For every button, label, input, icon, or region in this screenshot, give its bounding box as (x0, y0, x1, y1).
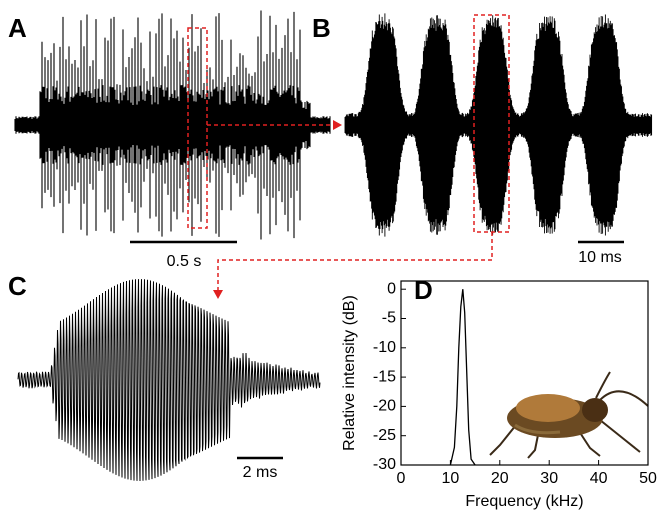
scale-label: 2 ms (243, 464, 278, 481)
waveform (344, 13, 653, 237)
y-tick-label: -10 (373, 339, 396, 356)
y-tick-label: 0 (387, 280, 396, 297)
plot-frame (400, 280, 649, 466)
x-tick-label: 10 (442, 470, 460, 487)
panel-label: B (312, 13, 331, 43)
spectrum-line (449, 289, 476, 466)
panel-label: D (414, 275, 433, 305)
y-tick-label: -20 (373, 398, 396, 415)
x-tick-label: 30 (540, 470, 558, 487)
y-tick-label: -30 (373, 456, 396, 473)
panel-label: C (8, 271, 27, 301)
x-tick-label: 20 (491, 470, 509, 487)
x-tick-label: 0 (397, 470, 406, 487)
x-tick-label: 40 (590, 470, 608, 487)
arrow (217, 232, 493, 290)
y-tick-label: -5 (382, 310, 396, 327)
selection-box (187, 27, 208, 229)
arrow-head (333, 120, 342, 130)
spectrum-chart: 0 10 20 30 40 50 0 -5 -10 -15 -20 -25 -30 Frequency (… (341, 280, 657, 510)
y-tick-label: -15 (373, 368, 396, 385)
y-tick-label: -25 (373, 427, 396, 444)
y-axis-label: Relative intensity (dB) (341, 295, 358, 451)
x-axis-label: Frequency (kHz) (465, 493, 583, 510)
cricket-image (489, 371, 649, 459)
panel-label: A (8, 13, 27, 43)
scale-label: 10 ms (578, 249, 622, 266)
arrow-head (213, 290, 223, 299)
scale-label: 0.5 s (167, 253, 202, 270)
x-tick-label: 50 (639, 470, 657, 487)
waveform (14, 10, 331, 240)
waveform (17, 279, 321, 482)
